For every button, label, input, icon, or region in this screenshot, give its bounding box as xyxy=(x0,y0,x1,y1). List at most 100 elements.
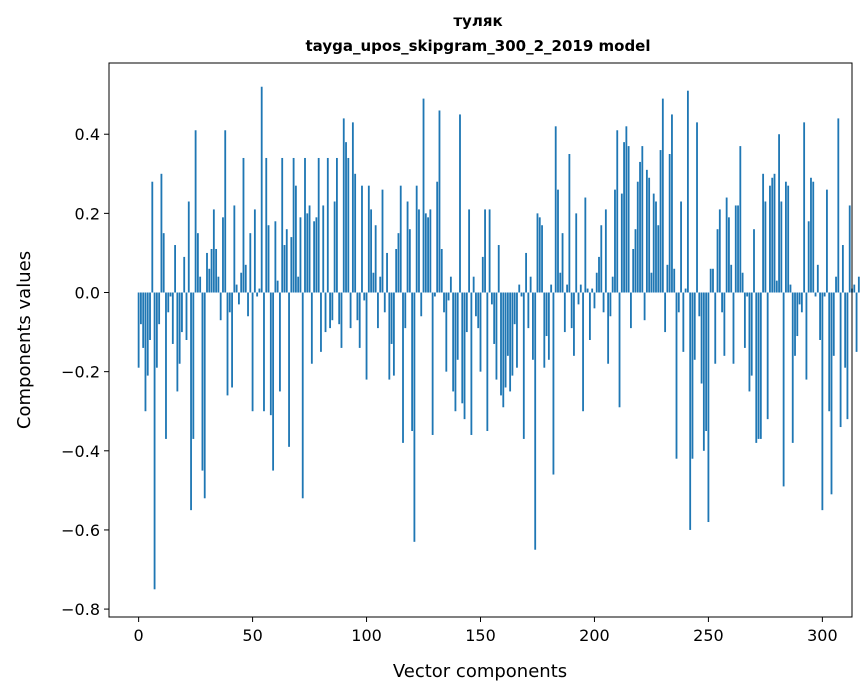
bar xyxy=(395,248,398,293)
bar xyxy=(288,292,290,447)
bar xyxy=(832,292,835,356)
bar xyxy=(675,292,678,459)
x-tick-label: 50 xyxy=(242,626,262,645)
bar xyxy=(461,292,464,404)
bar xyxy=(759,292,762,439)
bar xyxy=(839,292,842,428)
y-tick-label: −0.6 xyxy=(61,521,100,540)
bar xyxy=(299,217,302,293)
bar xyxy=(643,292,646,321)
bar xyxy=(472,276,475,293)
bar xyxy=(668,154,671,293)
bar xyxy=(233,205,236,293)
bar xyxy=(315,217,318,293)
bar xyxy=(434,292,436,297)
bar xyxy=(764,201,767,293)
bar xyxy=(415,185,418,293)
bar xyxy=(746,292,749,297)
bar xyxy=(741,272,744,293)
bar xyxy=(634,229,637,293)
bar xyxy=(645,169,648,293)
y-tick-label: 0.2 xyxy=(75,204,100,223)
bar xyxy=(771,177,774,293)
bar xyxy=(791,292,794,443)
bar xyxy=(750,292,753,376)
bar xyxy=(181,292,183,333)
bar xyxy=(285,229,288,293)
bar xyxy=(718,209,721,293)
bar xyxy=(171,292,174,344)
bar xyxy=(267,225,270,293)
bar xyxy=(465,292,468,333)
bar xyxy=(162,233,165,293)
bar xyxy=(509,292,512,392)
bar xyxy=(532,292,534,360)
bar xyxy=(203,292,206,499)
bar xyxy=(520,292,523,297)
bar xyxy=(732,292,735,364)
bar xyxy=(340,292,343,348)
bar xyxy=(684,288,687,293)
bar xyxy=(422,98,425,293)
bar xyxy=(691,292,694,459)
bar xyxy=(349,292,352,329)
bar xyxy=(716,229,719,293)
bar xyxy=(377,292,379,329)
bar xyxy=(506,292,509,356)
bar xyxy=(661,98,664,293)
x-tick-label: 250 xyxy=(693,626,724,645)
bar xyxy=(702,292,705,451)
bar xyxy=(680,201,682,293)
bar xyxy=(753,229,755,293)
bar xyxy=(534,292,537,550)
bar xyxy=(775,280,778,293)
bar xyxy=(547,292,550,360)
bar xyxy=(812,181,815,293)
bar xyxy=(244,264,247,293)
bar xyxy=(251,292,254,412)
bar xyxy=(566,284,569,293)
bar xyxy=(803,122,806,293)
bar xyxy=(443,292,445,313)
bar xyxy=(627,146,630,293)
bar xyxy=(329,292,331,329)
bar xyxy=(372,272,375,293)
bar xyxy=(402,292,404,443)
bar xyxy=(165,292,167,439)
bar xyxy=(345,142,347,293)
bar xyxy=(490,292,493,305)
bar xyxy=(723,292,726,356)
bar xyxy=(174,245,176,293)
bar xyxy=(552,292,555,475)
bar xyxy=(636,181,639,293)
bar xyxy=(497,245,500,293)
bar xyxy=(686,90,689,293)
bar xyxy=(201,292,204,471)
bar xyxy=(144,292,147,412)
bar xyxy=(370,209,373,293)
bar xyxy=(424,213,427,293)
bar xyxy=(447,292,450,301)
y-tick-label: −0.4 xyxy=(61,442,100,461)
bar xyxy=(187,201,190,293)
bar xyxy=(418,209,420,293)
bar xyxy=(816,264,819,293)
bar xyxy=(363,292,366,301)
bar xyxy=(522,292,525,439)
bar xyxy=(338,292,341,325)
bar xyxy=(798,292,801,305)
y-tick-label: 0.0 xyxy=(75,284,100,303)
bar xyxy=(835,276,837,293)
bar xyxy=(639,161,641,293)
bar xyxy=(479,292,482,372)
bar xyxy=(616,130,619,293)
bar xyxy=(142,292,145,348)
bar xyxy=(853,284,856,293)
bar xyxy=(805,292,808,380)
bar xyxy=(320,292,322,352)
bar xyxy=(725,197,728,293)
bar xyxy=(828,292,831,412)
bar xyxy=(762,173,765,293)
bar xyxy=(689,292,692,530)
x-tick-label: 0 xyxy=(134,626,144,645)
